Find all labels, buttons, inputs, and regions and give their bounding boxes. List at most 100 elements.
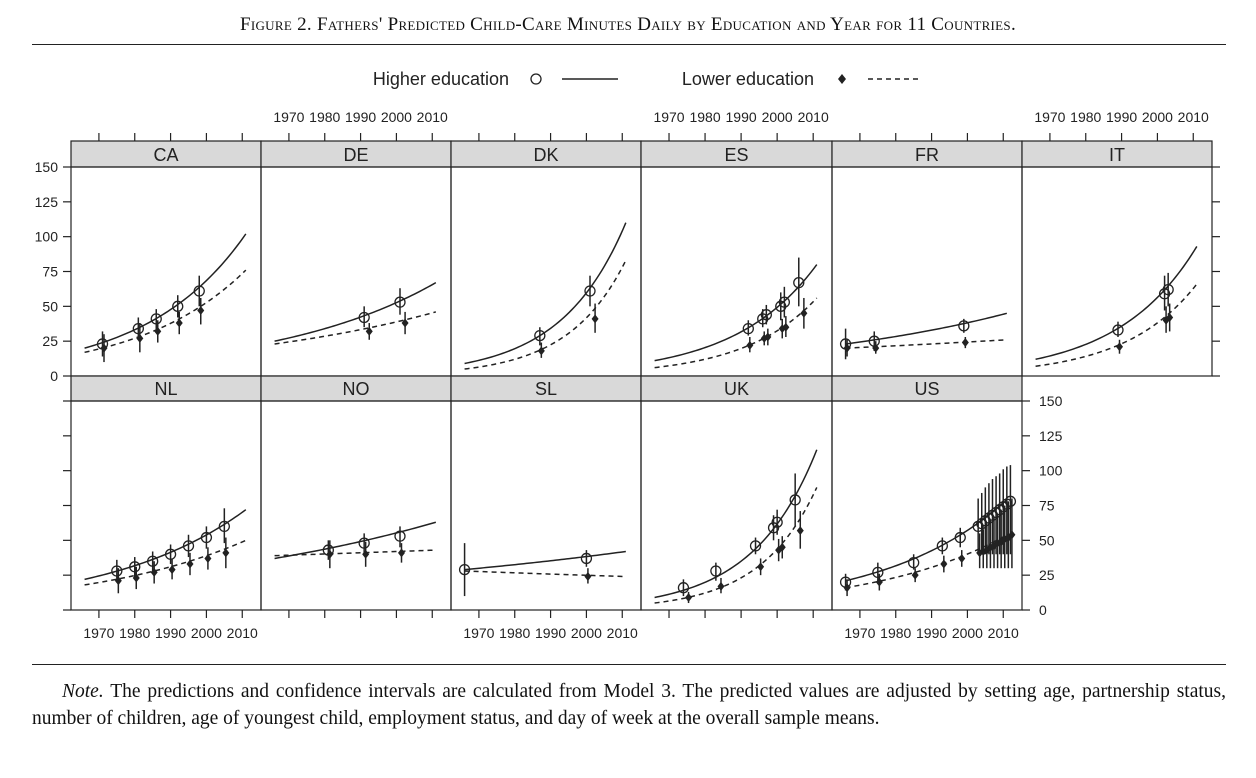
higher-education-point — [1162, 283, 1174, 296]
lower-education-curve — [654, 297, 818, 369]
lower-education-curve — [84, 269, 247, 354]
y-tick-label: 150 — [1039, 393, 1063, 409]
higher-education-point — [839, 338, 852, 350]
note-label: Note. — [62, 681, 104, 702]
panel-frame — [260, 400, 452, 611]
lower-education-point — [717, 581, 725, 591]
higher-education-point — [358, 537, 370, 549]
y-tick-label: 150 — [35, 159, 59, 175]
lower-education-point — [685, 592, 693, 602]
chart-area: Higher education Lower education CA DE 197… — [35, 69, 1220, 641]
y-tick-label: 0 — [50, 368, 58, 384]
figure-note: Note. The predictions and confidence int… — [32, 678, 1226, 732]
x-tick-label: 1970 — [1034, 109, 1065, 125]
bottom-rule — [32, 664, 1226, 665]
x-tick-label: 2010 — [227, 625, 258, 641]
higher-education-point — [1004, 495, 1017, 507]
panel-frame — [260, 166, 452, 377]
panel-strip — [831, 375, 1023, 402]
y-tick-label: 75 — [1039, 498, 1055, 514]
lower-education-point — [197, 306, 205, 316]
lower-education-point — [150, 567, 158, 577]
x-tick-label: 1990 — [155, 625, 186, 641]
higher-education-point — [132, 322, 144, 335]
higher-education-point — [979, 515, 991, 527]
panel-it: IT 1970 1980 1990 2000 2010 — [1021, 109, 1213, 377]
panel-label: DK — [533, 145, 558, 165]
higher-education-point — [767, 522, 780, 534]
lower-education-point — [222, 548, 230, 558]
higher-education-curve — [274, 521, 437, 560]
lower-education-point — [114, 576, 122, 586]
lower-education-point — [584, 572, 592, 582]
x-tick-label: 1990 — [1106, 109, 1137, 125]
y-tick-label: 0 — [1039, 602, 1047, 618]
panel-label: SL — [535, 379, 557, 399]
higher-education-point — [200, 531, 213, 544]
higher-education-point — [771, 516, 783, 528]
x-tick-label: 1980 — [309, 109, 340, 125]
x-tick-label: 1970 — [653, 109, 684, 125]
higher-education-point — [972, 520, 984, 533]
x-tick-label: 2010 — [1178, 109, 1209, 125]
higher-education-point — [936, 540, 948, 552]
lower-education-point — [875, 577, 883, 587]
higher-education-point — [994, 504, 1006, 516]
lower-education-point — [800, 308, 808, 318]
panel-strip — [1021, 140, 1213, 168]
lower-education-curve — [84, 539, 247, 586]
higher-education-point — [358, 311, 370, 324]
note-text: The predictions and confidence intervals… — [32, 681, 1226, 729]
higher-education-point — [789, 494, 801, 506]
panel-strip — [260, 140, 452, 168]
x-tick-label: 1970 — [463, 625, 494, 641]
panel-label: DE — [343, 145, 368, 165]
higher-education-point — [976, 517, 988, 530]
panel-label: ES — [724, 145, 748, 165]
panel-strip — [70, 140, 262, 168]
panel-strip — [640, 375, 833, 402]
higher-education-point — [990, 506, 1002, 519]
x-tick-label: 2000 — [381, 109, 412, 125]
x-tick-label: 1980 — [1070, 109, 1101, 125]
higher-education-point — [96, 338, 109, 350]
higher-education-point — [778, 296, 791, 308]
lower-education-curve — [274, 311, 437, 345]
higher-education-point — [958, 320, 970, 332]
lower-education-curve — [464, 570, 626, 578]
higher-education-point — [147, 555, 159, 567]
lower-education-point — [958, 553, 966, 563]
x-tick-label: 1980 — [689, 109, 720, 125]
y-tick-label: 25 — [42, 333, 58, 349]
panel-label: IT — [1109, 145, 1125, 165]
panel-label: UK — [724, 379, 749, 399]
panel-dk: DK — [450, 133, 642, 377]
x-tick-label: 2000 — [571, 625, 602, 641]
higher-education-point — [749, 540, 762, 552]
x-tick-label: 1990 — [726, 109, 757, 125]
higher-education-point — [839, 576, 852, 588]
higher-education-point — [150, 313, 162, 325]
lower-education-point — [961, 338, 969, 348]
panel-us: US 1970 1980 1990 2000 2010 — [831, 375, 1023, 641]
y-tick-label: 50 — [1039, 532, 1055, 548]
panel-frame — [70, 400, 262, 611]
x-tick-label: 2000 — [952, 625, 983, 641]
lower-education-point — [136, 333, 144, 343]
lower-education-point — [365, 326, 373, 336]
lower-education-point — [401, 318, 409, 328]
x-tick-label: 2010 — [988, 625, 1019, 641]
y-tick-label: 75 — [42, 264, 58, 280]
panel-frame — [450, 400, 642, 611]
legend: Higher education Lower education — [373, 69, 922, 89]
higher-education-curve — [654, 264, 818, 362]
x-tick-label: 1990 — [345, 109, 376, 125]
panel-frame — [450, 166, 642, 377]
x-tick-label: 2010 — [417, 109, 448, 125]
higher-education-curve — [84, 233, 247, 349]
higher-education-point — [111, 565, 123, 577]
higher-education-point — [182, 540, 195, 552]
higher-education-point — [997, 501, 1009, 513]
higher-education-point — [983, 512, 995, 524]
lower-education-point — [1116, 342, 1123, 352]
